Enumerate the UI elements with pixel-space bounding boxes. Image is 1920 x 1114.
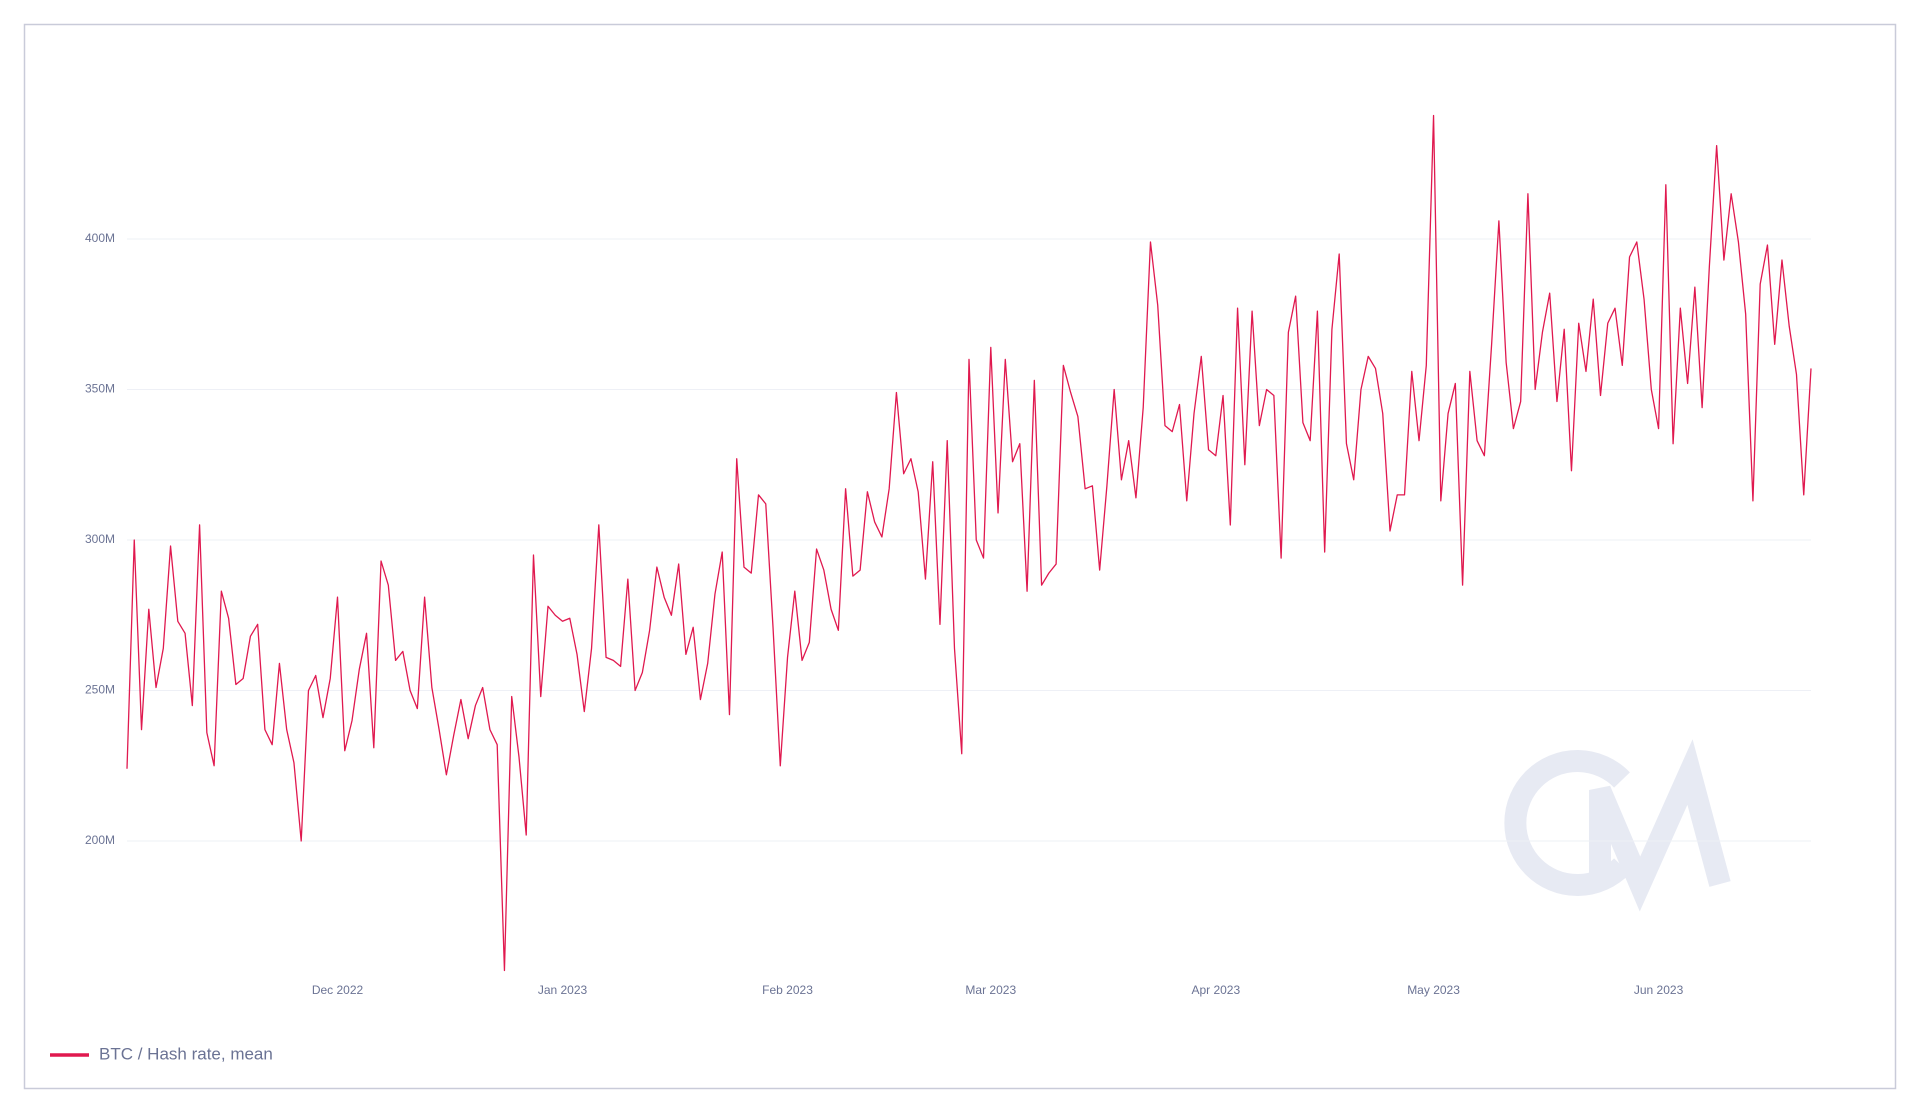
x-tick-label: Feb 2023 bbox=[762, 983, 813, 997]
y-tick-label: 300M bbox=[85, 532, 115, 546]
legend: BTC / Hash rate, mean bbox=[50, 1044, 273, 1063]
x-tick-label: Jun 2023 bbox=[1634, 983, 1684, 997]
y-tick-label: 400M bbox=[85, 231, 115, 245]
legend-label: BTC / Hash rate, mean bbox=[99, 1044, 273, 1063]
watermark-logo bbox=[1504, 739, 1731, 912]
watermark-c bbox=[1504, 750, 1630, 896]
y-tick-label: 350M bbox=[85, 382, 115, 396]
grid: 200M 250M 300M 350M 400M Dec 2022 Jan 2023 Feb … bbox=[85, 231, 1811, 997]
x-tick-label: Jan 2023 bbox=[538, 983, 588, 997]
plot bbox=[126, 114, 1812, 972]
x-tick-label: Dec 2022 bbox=[312, 983, 364, 997]
x-tick-label: May 2023 bbox=[1407, 983, 1460, 997]
y-tick-label: 200M bbox=[85, 833, 115, 847]
watermark-m bbox=[1589, 739, 1731, 912]
series-line bbox=[126, 114, 1812, 972]
x-tick-label: Apr 2023 bbox=[1191, 983, 1240, 997]
x-tick-label: Mar 2023 bbox=[965, 983, 1016, 997]
chart-frame bbox=[23, 23, 1897, 1090]
y-tick-label: 250M bbox=[85, 683, 115, 697]
